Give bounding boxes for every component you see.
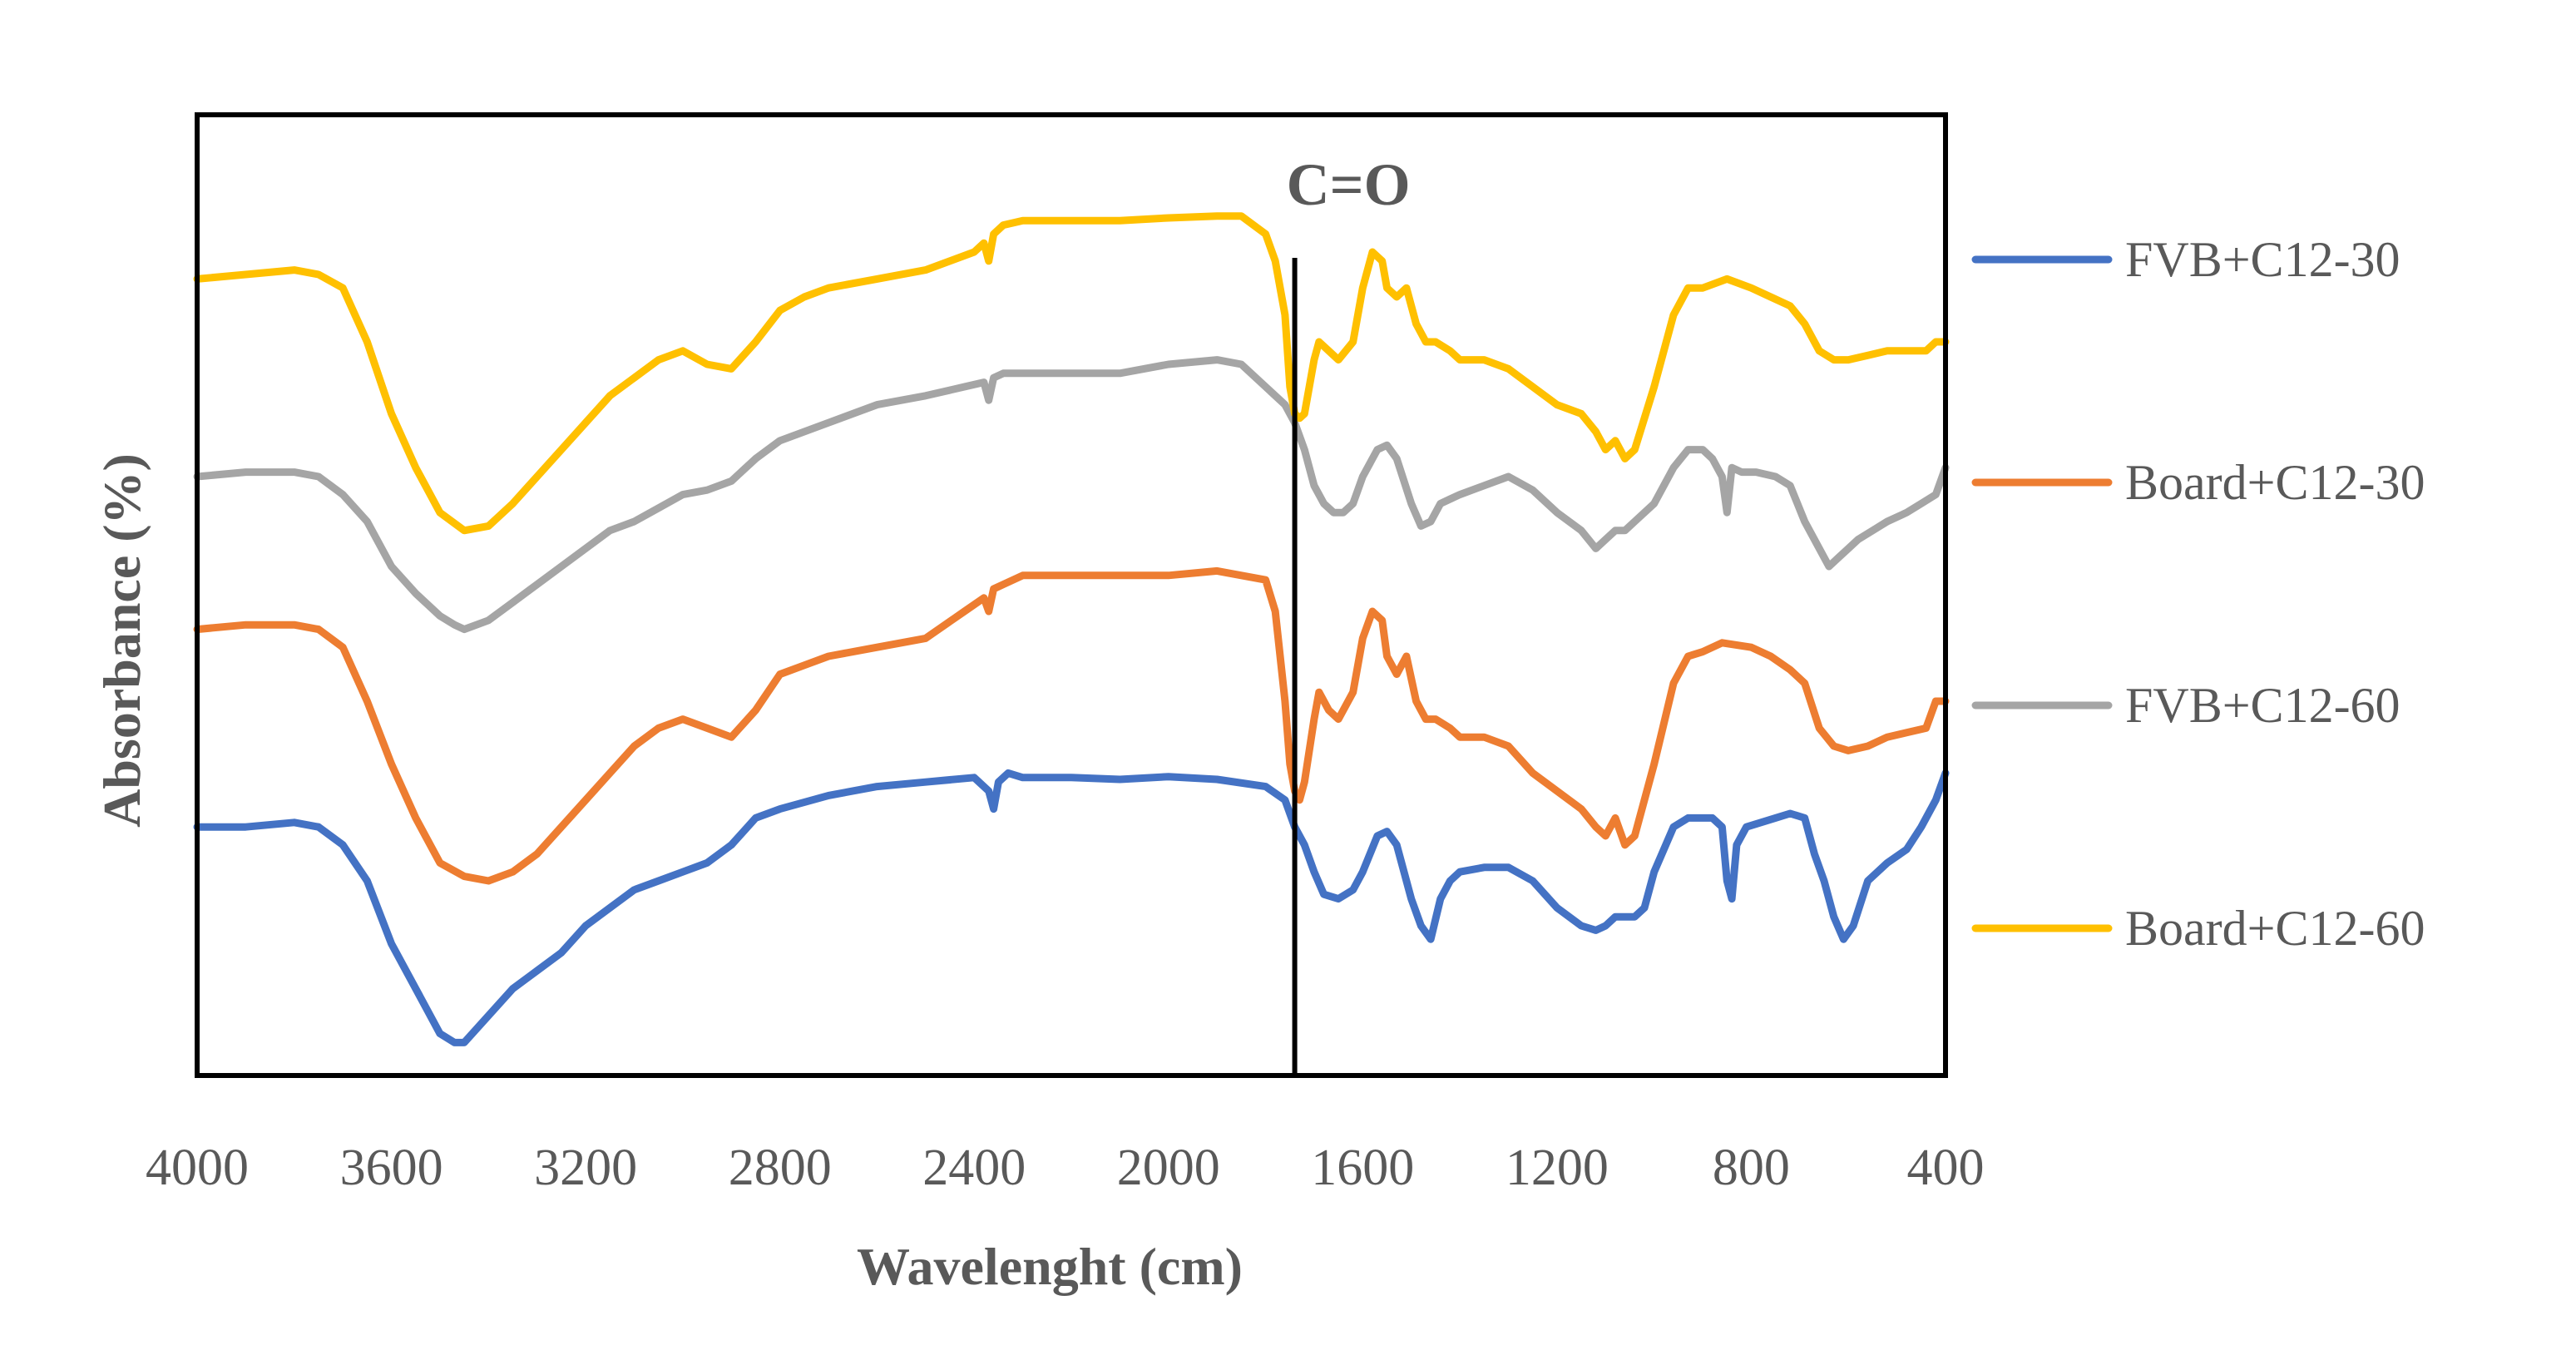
y-axis-title: Absorbance (%): [92, 453, 151, 828]
x-tick-label: 1200: [1506, 1140, 1609, 1196]
series-line-board-c12-30: [193, 566, 1950, 885]
x-axis-title: Wavelenght (cm): [857, 1237, 1243, 1296]
plot-area-frame: [195, 112, 1948, 1078]
x-tick-label: 800: [1713, 1140, 1790, 1196]
x-tick-label: 400: [1907, 1140, 1985, 1196]
legend-label: FVB+C12-30: [2125, 232, 2400, 287]
x-tick-label: 4000: [146, 1140, 249, 1196]
legend-label: FVB+C12-60: [2125, 678, 2400, 733]
series-line-fvb-c12-30: [193, 769, 1950, 1046]
carbonyl-annotation: C=O: [1287, 151, 1411, 218]
x-tick-labels: 4000 3600 3200 2800 2400 2000 1600 1200 800 400: [146, 1140, 1985, 1196]
legend-label: Board+C12-30: [2125, 455, 2425, 510]
x-tick-label: 2800: [729, 1140, 832, 1196]
legend: FVB+C12-30 Board+C12-30 FVB+C12-60 Board+C1…: [1971, 232, 2425, 956]
x-tick-label: 1600: [1311, 1140, 1414, 1196]
series-line-board-c12-60: [193, 212, 1950, 535]
x-tick-label: 2400: [922, 1140, 1026, 1196]
x-tick-label: 3200: [534, 1140, 637, 1196]
series-layer: [193, 212, 1950, 1046]
x-tick-label: 2000: [1117, 1140, 1220, 1196]
legend-label: Board+C12-60: [2125, 901, 2425, 956]
series-line-fvb-c12-60: [193, 356, 1950, 634]
x-tick-label: 3600: [340, 1140, 443, 1196]
